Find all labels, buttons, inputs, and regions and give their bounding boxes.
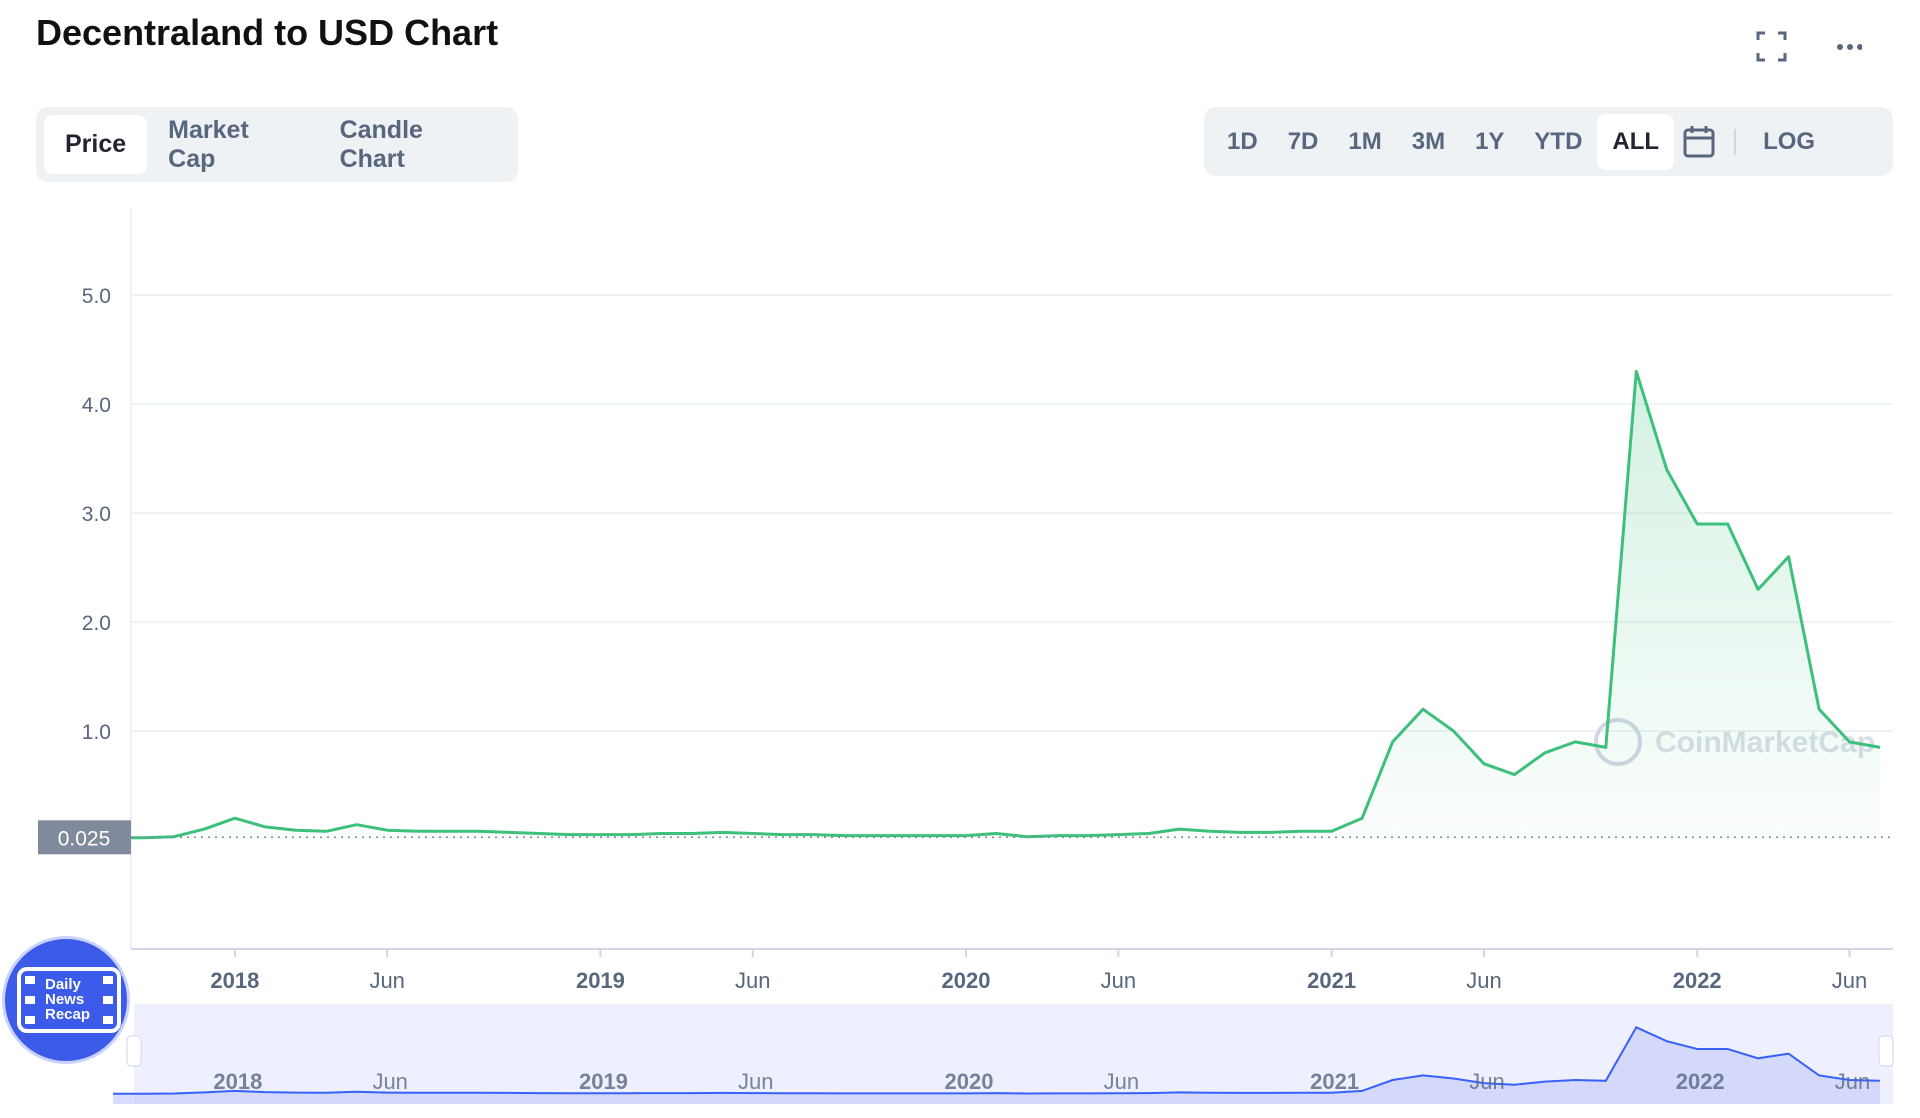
navigator-tick-label: 2020: [945, 1069, 994, 1094]
x-tick-label: Jun: [369, 968, 404, 993]
y-tick-label: 3.0: [82, 503, 111, 526]
x-tick-label: 2020: [942, 968, 991, 993]
news-badge[interactable]: Daily News Recap: [2, 936, 130, 1064]
navigator-handle[interactable]: [1878, 1035, 1894, 1067]
x-tick-label: Jun: [735, 968, 770, 993]
x-tick-label: 2022: [1673, 968, 1722, 993]
y-tick-label: 4.0: [82, 394, 111, 417]
navigator-tick-label: Jun: [1835, 1069, 1870, 1094]
navigator-tick-label: Jun: [738, 1069, 773, 1094]
y-tick-label: 1.0: [82, 721, 111, 744]
separator: [1734, 128, 1737, 155]
fullscreen-icon[interactable]: [1756, 31, 1787, 62]
range-button[interactable]: 3M: [1411, 127, 1446, 155]
chart-tabs: Price Market Cap Candle Chart: [36, 107, 518, 182]
range-button[interactable]: ALL: [1597, 113, 1675, 170]
navigator-area: [113, 1027, 1880, 1104]
y-tick-label: 2.0: [82, 612, 111, 635]
y-tick-label: 5.0: [82, 285, 111, 308]
x-tick-label: Jun: [1101, 968, 1136, 993]
marker-label: 0.025: [58, 827, 111, 850]
badge-film-icon: [17, 967, 121, 1033]
x-tick-label: 2021: [1307, 968, 1356, 993]
x-tick-label: Jun: [1832, 968, 1867, 993]
toolbar-icons: [1756, 31, 1862, 62]
navigator-tick-label: 2022: [1676, 1069, 1725, 1094]
navigator-tick-label: Jun: [372, 1069, 407, 1094]
navigator-tick-label: 2018: [213, 1069, 262, 1094]
price-area: [113, 371, 1880, 840]
x-tick-label: 2018: [210, 968, 259, 993]
chart-title: Decentraland to USD Chart: [36, 12, 499, 53]
chart-tab[interactable]: Candle Chart: [339, 115, 423, 173]
x-tick-label: Jun: [1466, 968, 1501, 993]
navigator-tick-label: 2019: [579, 1069, 628, 1094]
more-icon[interactable]: [1837, 44, 1862, 50]
range-selector: 1D 7D 1M 3M 1Y YTD ALL LOG: [1204, 107, 1893, 176]
x-tick-label: 2019: [576, 968, 625, 993]
calendar-button[interactable]: [1674, 124, 1722, 160]
navigator-tick-label: Jun: [1104, 1069, 1139, 1094]
range-button[interactable]: 1Y: [1475, 127, 1505, 155]
range-button[interactable]: 7D: [1287, 127, 1319, 155]
price-line: [113, 369, 1881, 840]
badge-text: Daily News Recap: [45, 976, 91, 1023]
range-button[interactable]: 1D: [1227, 127, 1258, 155]
range-button[interactable]: 1M: [1348, 127, 1382, 155]
navigator-tick-label: Jun: [1469, 1069, 1504, 1094]
navigator-tick-label: 2021: [1310, 1069, 1359, 1094]
range-button[interactable]: YTD: [1534, 127, 1583, 155]
navigator-handle[interactable]: [126, 1035, 142, 1067]
navigator-line: [113, 1026, 1881, 1095]
chart-tab[interactable]: Market Cap: [168, 115, 249, 173]
log-button[interactable]: LOG: [1763, 127, 1816, 155]
marker-box: [38, 820, 131, 855]
chart-tab[interactable]: Price: [44, 115, 148, 174]
